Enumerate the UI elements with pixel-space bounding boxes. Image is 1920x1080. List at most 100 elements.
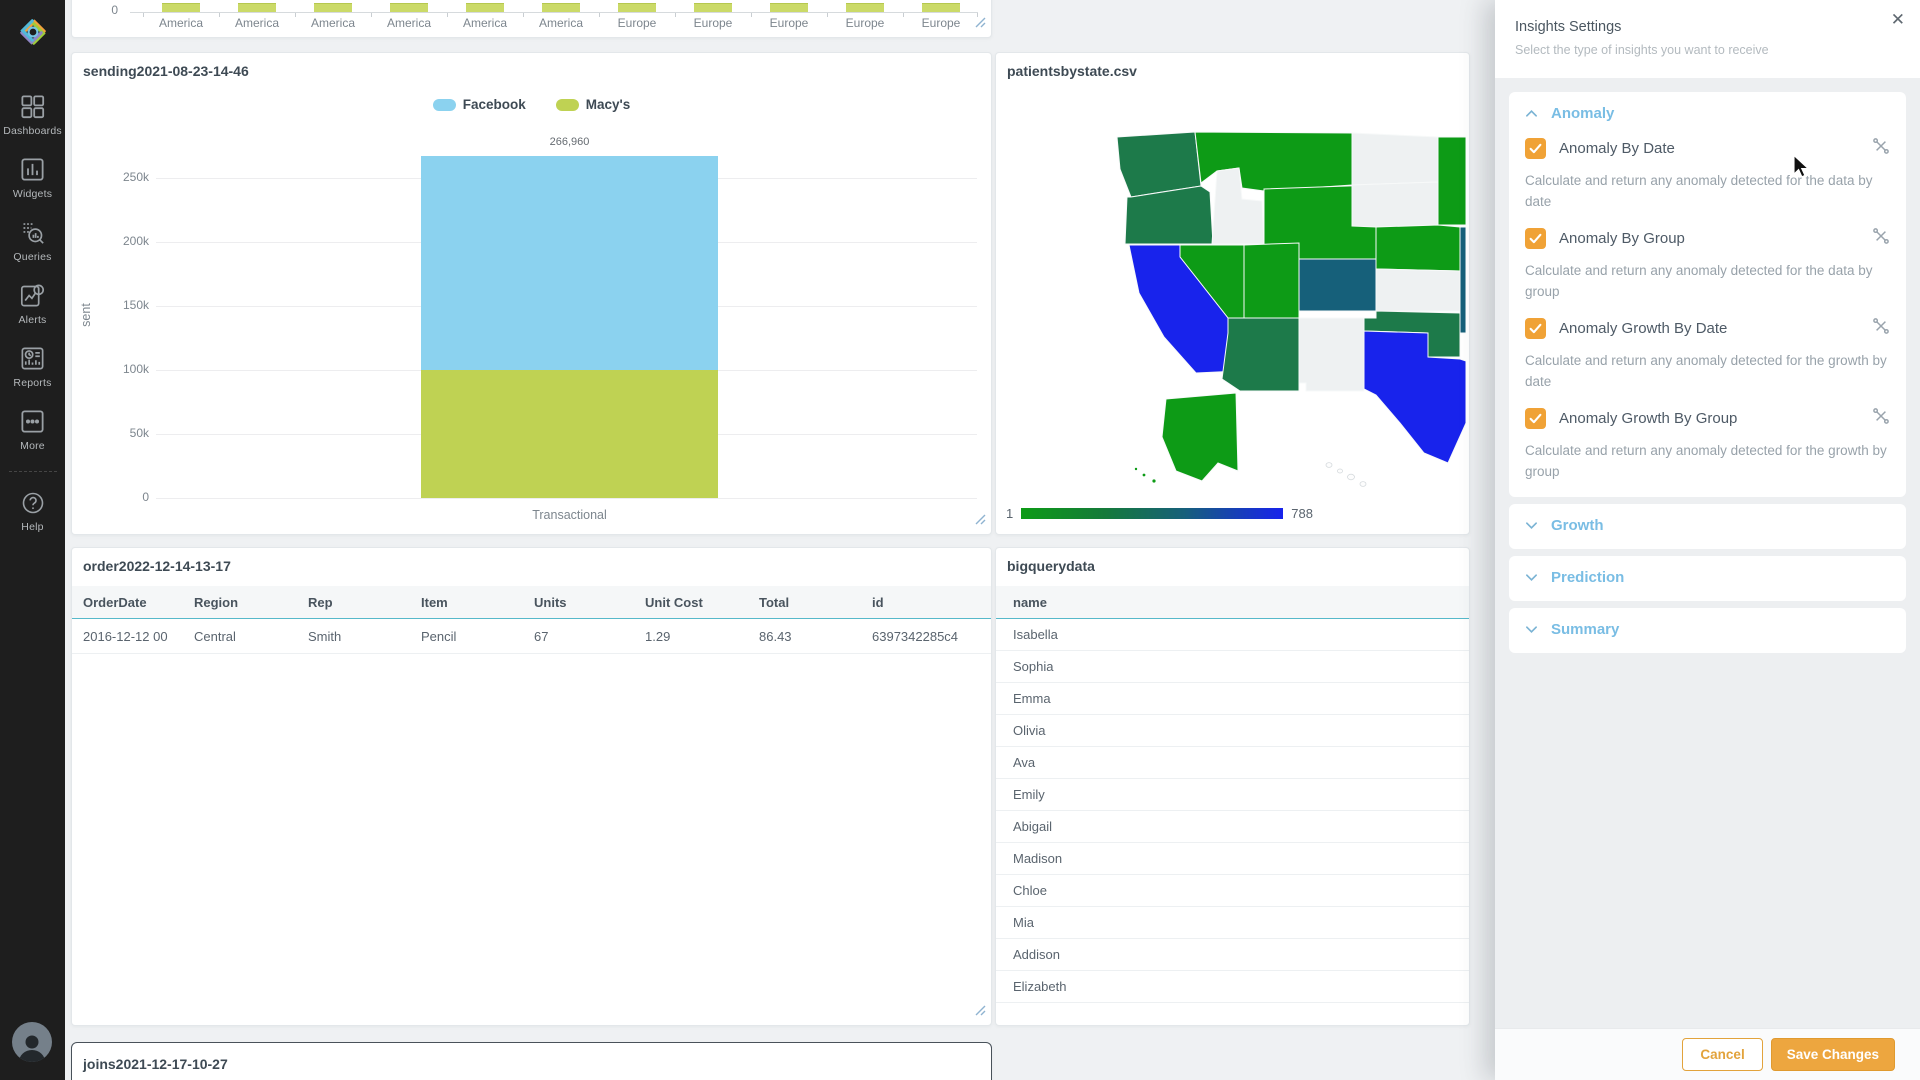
table-row: Chloe: [996, 875, 1469, 907]
x-axis-label: Europe: [769, 16, 809, 30]
sidebar-item-dashboards[interactable]: Dashboards: [0, 83, 65, 146]
widget-title[interactable]: order2022-12-14-13-17: [83, 558, 231, 574]
resize-handle[interactable]: [975, 15, 986, 33]
customize-tools-icon[interactable]: [1872, 227, 1890, 250]
y-axis-tick-label: 200k: [122, 234, 149, 248]
table-cell: 2016-12-12 00: [83, 628, 168, 644]
more-icon: [19, 408, 46, 435]
sidebar-item-label: Help: [21, 521, 44, 533]
checkbox-checked[interactable]: [1525, 318, 1546, 339]
bar-base: [694, 3, 732, 12]
dashboards-icon: [19, 93, 46, 120]
legend-label: Facebook: [462, 97, 526, 112]
sidebar-item-reports[interactable]: Reports: [0, 335, 65, 398]
section-header[interactable]: Anomaly: [1525, 105, 1890, 122]
table-cell: Mia: [1013, 915, 1034, 930]
x-axis-tick: [371, 13, 372, 17]
state-AK[interactable]: [1161, 392, 1239, 482]
table-row: Sophia: [996, 651, 1469, 683]
state-HI[interactable]: [1347, 473, 1355, 481]
bar-base: [390, 3, 428, 12]
table-row: Olivia: [996, 715, 1469, 747]
table-row: Mia: [996, 907, 1469, 939]
sidebar-item-alerts[interactable]: Alerts: [0, 272, 65, 335]
x-axis-label: Europe: [693, 16, 733, 30]
insights-sections: Anomaly Anomaly By Date Calculate and retu…: [1495, 78, 1920, 1028]
table-cell: 6397342285c4: [872, 628, 959, 644]
app-logo-icon[interactable]: [13, 12, 53, 57]
insight-description: Calculate and return any anomaly detecte…: [1525, 353, 1887, 389]
widget-title[interactable]: bigquerydata: [1007, 558, 1095, 574]
state-MO[interactable]: [1459, 226, 1466, 334]
state-ID[interactable]: [1211, 167, 1265, 245]
section-label: Prediction: [1551, 569, 1625, 586]
table-row: Elizabeth: [996, 971, 1469, 1003]
state-HI[interactable]: [1337, 468, 1343, 474]
legend-item[interactable]: Facebook: [432, 97, 526, 112]
panel-subtitle: Select the type of insights you want to …: [1515, 43, 1769, 57]
resize-handle[interactable]: [975, 1003, 986, 1021]
customize-tools-icon[interactable]: [1872, 407, 1890, 430]
insight-item: Anomaly By Group Calculate and return any…: [1525, 227, 1890, 302]
widget-title[interactable]: patientsbystate.csv: [1007, 63, 1137, 79]
table-cell: Sophia: [1013, 659, 1054, 674]
x-axis-tick: [903, 13, 904, 17]
table-cell: 67: [534, 628, 549, 644]
x-axis-tick-label: Transactional: [532, 508, 607, 522]
resize-handle[interactable]: [975, 512, 986, 530]
avatar[interactable]: [12, 1022, 52, 1062]
bar-base: [770, 3, 808, 12]
panel-title: Insights Settings: [1515, 19, 1622, 35]
sidebar-item-label: Widgets: [12, 188, 53, 200]
section-header[interactable]: Growth: [1525, 517, 1890, 534]
save-changes-button[interactable]: Save Changes: [1770, 1038, 1895, 1071]
insight-description: Calculate and return any anomaly detecte…: [1525, 263, 1873, 299]
table-cell: Emily: [1013, 787, 1045, 802]
chevron-down-icon: [1525, 569, 1538, 586]
widget-title[interactable]: sending2021-08-23-14-46: [83, 63, 249, 79]
y-axis-title: sent: [78, 303, 93, 327]
x-axis-label: America: [538, 16, 583, 30]
sidebar-item-more[interactable]: More: [0, 398, 65, 461]
state-CO[interactable]: [1297, 258, 1377, 312]
state-NM[interactable]: [1298, 317, 1365, 392]
x-axis-tick: [599, 13, 600, 17]
state-TX[interactable]: [1363, 330, 1466, 464]
state-AZ[interactable]: [1221, 317, 1300, 392]
state-WA[interactable]: [1116, 131, 1202, 198]
us-choropleth-map[interactable]: [996, 93, 1466, 493]
state-MN[interactable]: [1437, 136, 1466, 226]
help-icon: [20, 490, 46, 516]
checkbox-checked[interactable]: [1525, 228, 1546, 249]
insights-section-anomaly: Anomaly Anomaly By Date Calculate and retu…: [1509, 92, 1906, 497]
state-HI[interactable]: [1359, 481, 1367, 487]
customize-tools-icon[interactable]: [1872, 137, 1890, 160]
legend-item[interactable]: Macy's: [555, 97, 630, 112]
y-axis-tick-label: 50k: [129, 426, 149, 440]
close-icon[interactable]: ✕: [1890, 10, 1905, 29]
state-KS[interactable]: [1375, 268, 1461, 312]
state-HI[interactable]: [1325, 462, 1333, 468]
x-axis-label: Europe: [921, 16, 961, 30]
insight-label: Anomaly By Group: [1559, 230, 1685, 247]
state-UT[interactable]: [1243, 242, 1300, 319]
sidebar-item-label: More: [20, 440, 45, 452]
section-header[interactable]: Prediction: [1525, 569, 1890, 586]
sidebar-item-queries[interactable]: Queries: [0, 209, 65, 272]
state-SD[interactable]: [1351, 181, 1439, 228]
y-axis-tick-label: 0: [142, 490, 149, 504]
sidebar-item-help[interactable]: Help: [0, 480, 65, 542]
sidebar-item-widgets[interactable]: Widgets: [0, 146, 65, 209]
bar-base: [922, 3, 960, 12]
table-cell: Ava: [1013, 755, 1036, 770]
state-ND[interactable]: [1351, 132, 1439, 186]
checkbox-checked[interactable]: [1525, 408, 1546, 429]
section-header[interactable]: Summary: [1525, 621, 1890, 638]
widget-title[interactable]: joins2021-12-17-10-27: [83, 1056, 228, 1072]
state-NE[interactable]: [1375, 224, 1461, 272]
cancel-button[interactable]: Cancel: [1682, 1038, 1763, 1071]
checkbox-checked[interactable]: [1525, 138, 1546, 159]
x-axis-tick: [295, 13, 296, 17]
insight-item: Anomaly Growth By Date Calculate and retu…: [1525, 317, 1890, 392]
customize-tools-icon[interactable]: [1872, 317, 1890, 340]
